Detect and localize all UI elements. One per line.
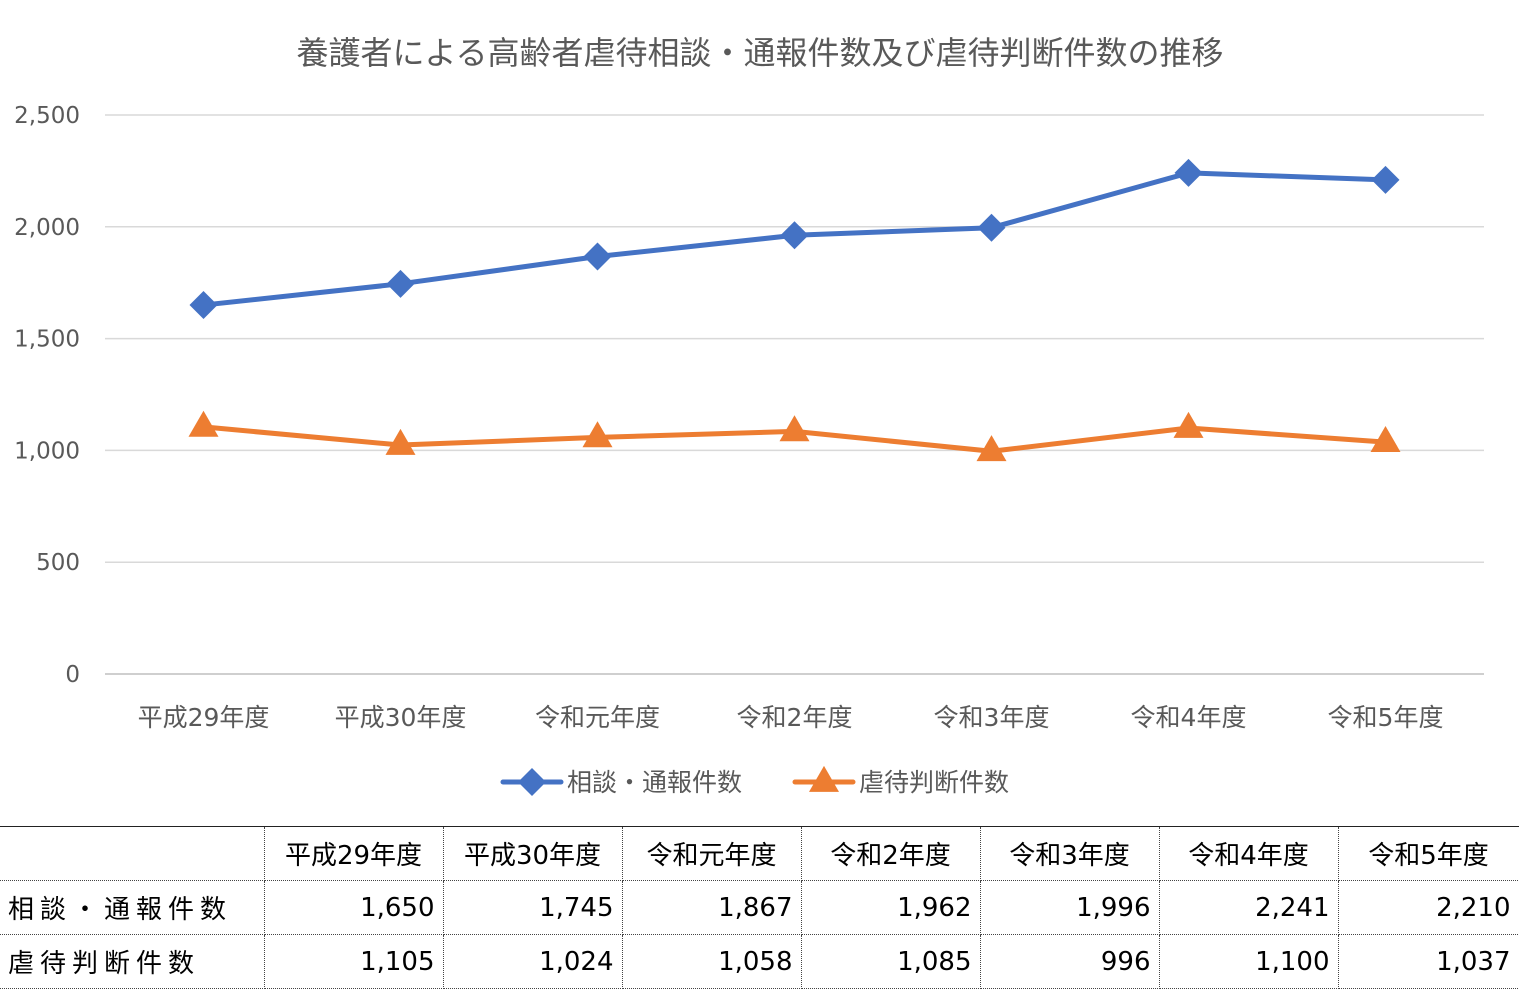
table-cell: 1,996 [979,880,1160,935]
x-tick-label: 令和元年度 [535,703,660,732]
data-point [779,415,810,442]
x-tick-label: 平成30年度 [335,703,467,732]
data-point [1173,411,1204,438]
x-tick-label: 令和4年度 [1131,703,1247,732]
line-chart: 養護者による高齢者虐待相談・通報件数及び虐待判断件数の推移 0 500 1,000 1… [14,34,1484,797]
y-tick-label: 500 [36,550,80,576]
table-column-header: 令和5年度 [1337,826,1519,881]
data-point [386,269,415,298]
table-row: 虐待判断件数 1,105 1,024 1,058 1,085 996 1,100… [0,934,1519,989]
table-cell: 1,058 [621,934,802,989]
data-table: 平成29年度 平成30年度 令和元年度 令和2年度 令和3年度 令和4年度 令和… [0,826,1519,989]
legend-label: 相談・通報件数 [567,768,742,797]
data-point [1370,426,1401,453]
legend: 相談・通報件数 虐待判断件数 [500,765,1009,797]
data-point [1174,158,1203,187]
table-cell: 1,037 [1337,934,1519,989]
data-point [583,242,612,271]
data-point [188,410,219,437]
y-tick-label: 2,500 [14,103,80,129]
y-axis-ticks: 0 500 1,000 1,500 2,000 2,500 [14,103,80,688]
x-tick-label: 令和2年度 [737,703,853,732]
legend-marker [518,768,546,796]
table-row: 相談・通報件数 1,650 1,745 1,867 1,962 1,996 2,… [0,880,1519,935]
table-cell: 1,962 [800,880,981,935]
table-cell: 1,867 [621,880,802,935]
y-tick-label: 1,000 [14,438,80,464]
table-cell: 1,745 [442,880,623,935]
table-row-label: 虐待判断件数 [0,934,265,989]
data-point [977,213,1006,242]
legend-label: 虐待判断件数 [859,768,1009,797]
x-axis-ticks: 平成29年度 平成30年度 令和元年度 令和2年度 令和3年度 令和4年度 令和5年度 [138,703,1444,732]
table-cell: 1,650 [263,880,444,935]
table-column-header: 令和3年度 [979,826,1160,881]
table-cell: 996 [979,934,1160,989]
table-header-row: 平成29年度 平成30年度 令和元年度 令和2年度 令和3年度 令和4年度 令和… [0,826,1519,881]
y-tick-label: 0 [65,662,80,688]
y-tick-label: 2,000 [14,215,80,241]
table-cell: 1,100 [1158,934,1339,989]
table-column-header: 平成29年度 [263,826,444,881]
x-tick-label: 令和5年度 [1328,703,1444,732]
table-column-header: 令和4年度 [1158,826,1339,881]
data-point [385,428,416,455]
grid-layer [105,114,1484,675]
chart-title: 養護者による高齢者虐待相談・通報件数及び虐待判断件数の推移 [296,34,1223,72]
data-point [189,291,218,320]
x-tick-label: 令和3年度 [934,703,1050,732]
y-tick-label: 1,500 [14,327,80,353]
table-column-header: 令和元年度 [621,826,802,881]
x-tick-label: 平成29年度 [138,703,270,732]
data-point [780,221,809,250]
table-cell: 2,210 [1337,880,1519,935]
data-point [1371,165,1400,194]
data-point [582,421,613,448]
table-column-header: 平成30年度 [442,826,623,881]
table-row-label: 相談・通報件数 [0,880,265,935]
table-corner-cell [0,826,265,881]
data-point [976,435,1007,462]
table-column-header: 令和2年度 [800,826,981,881]
table-cell: 1,024 [442,934,623,989]
legend-marker [809,765,839,792]
table-cell: 1,105 [263,934,444,989]
table-cell: 1,085 [800,934,981,989]
chart-area: 養護者による高齢者虐待相談・通報件数及び虐待判断件数の推移 0 500 1,000 1… [14,34,1484,797]
series-layer [188,158,1401,462]
table-cell: 2,241 [1158,880,1339,935]
